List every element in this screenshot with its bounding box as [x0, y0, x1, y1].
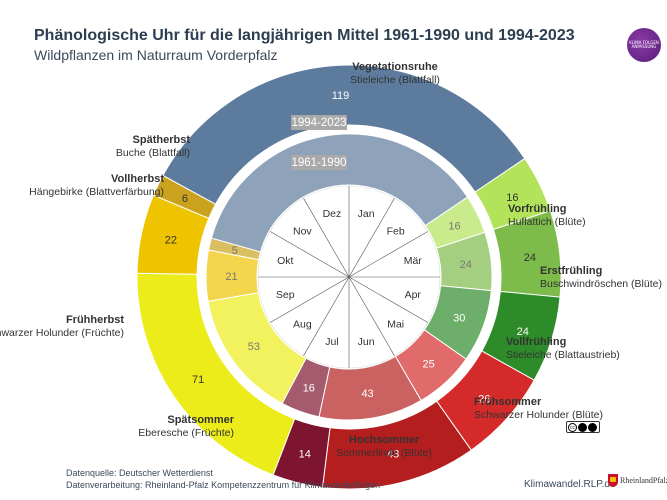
season-indicator-vorfruehling: Huflattich (Blüte) — [508, 216, 586, 228]
season-name-hochsommer: Hochsommer — [349, 434, 420, 446]
klimafolgen-logo-text: KLIMA FOLGEN ANPASSUNG — [629, 39, 659, 49]
season-name-fruehherbst: Frühherbst — [66, 314, 124, 326]
cc-by-circle-2 — [588, 422, 597, 432]
season-indicator-vegetationsruhe: Stieleiche (Blattfall) — [350, 74, 440, 86]
season-indicator-vollfruehling: Stieleiche (Blattaustrieb) — [506, 349, 620, 361]
month-label-nov: Nov — [293, 225, 312, 237]
season-indicator-spaetsommer: Eberesche (Früchte) — [138, 427, 234, 439]
series-label-1961-1990-bg — [291, 155, 347, 170]
season-indicator-fruehherbst: Schwarzer Holunder (Früchte) — [0, 327, 124, 339]
chart-title: Phänologische Uhr für die langjährigen M… — [34, 27, 575, 44]
month-label-jan: Jan — [358, 208, 375, 220]
cc-by-icon: cc — [566, 421, 600, 433]
outer-value-hochsommer: 43 — [387, 449, 399, 461]
month-divider-line — [303, 276, 350, 356]
outer-slice-vegetationsruhe — [162, 64, 526, 205]
inner-value-fruehsommer: 25 — [422, 358, 434, 370]
inner-value-vollfruehling: 30 — [453, 313, 465, 325]
season-indicator-hochsommer: Sommerlinde (Blüte) — [336, 447, 432, 459]
outer-value-spaetherbst: 6 — [182, 193, 188, 205]
inner-slice-vegetationsruhe — [210, 133, 469, 253]
season-indicator-vollherbst: Hängebirke (Blattverfärbung) — [29, 186, 164, 198]
rlp-shield-icon — [608, 474, 618, 487]
outer-value-fruehherbst: 71 — [192, 374, 204, 386]
inner-value-erstfruehling: 24 — [460, 259, 472, 271]
month-label-sep: Sep — [276, 289, 295, 301]
cc-by-circle — [578, 422, 587, 432]
outer-value-vorfruehling: 16 — [506, 192, 518, 204]
inner-value-vorfruehling: 16 — [448, 220, 460, 232]
outer-value-vegetationsruhe: 119 — [332, 90, 350, 102]
season-name-fruehsommer: Frühsommer — [474, 396, 542, 408]
season-name-spaetherbst: Spätherbst — [133, 134, 191, 146]
footer-url-link[interactable]: Klimawandel.RLP.de — [524, 479, 616, 490]
series-label-1961-1990: 1961-1990 — [292, 157, 347, 169]
season-name-vorfruehling: Vorfrühling — [508, 203, 566, 215]
season-name-vollfruehling: Vollfrühling — [506, 336, 566, 348]
season-indicator-fruehsommer: Schwarzer Holunder (Blüte) — [474, 409, 603, 421]
month-label-jul: Jul — [325, 336, 338, 348]
month-divider-line — [348, 198, 395, 278]
season-name-spaetsommer: Spätsommer — [167, 414, 234, 426]
outer-value-fruehsommer: 26 — [478, 394, 490, 406]
cc-circle: cc — [568, 422, 577, 432]
inner-value-spaetherbst: 5 — [232, 245, 238, 257]
series-label-1994-2023: 1994-2023 — [292, 117, 347, 129]
chart-subtitle: Wildpflanzen im Naturraum Vorderpfalz — [34, 47, 278, 63]
season-name-erstfruehling: Erstfrühling — [540, 265, 602, 277]
inner-value-spaetsommer: 16 — [303, 382, 315, 394]
month-label-maer: Mär — [404, 255, 423, 267]
month-label-dez: Dez — [323, 208, 342, 220]
month-divider-line — [303, 198, 350, 278]
month-label-aug: Aug — [293, 319, 312, 331]
inner-value-fruehherbst: 53 — [248, 341, 260, 353]
season-indicator-spaetherbst: Buche (Blattfall) — [116, 147, 190, 159]
series-label-1994-2023-bg — [291, 115, 347, 130]
month-divider-line — [348, 276, 395, 356]
season-indicator-erstfruehling: Buschwindröschen (Blüte) — [540, 278, 662, 290]
month-label-jun: Jun — [358, 336, 375, 348]
outer-value-spaetsommer: 14 — [299, 449, 311, 461]
outer-value-vollherbst: 22 — [165, 235, 177, 247]
month-label-apr: Apr — [405, 289, 422, 301]
outer-value-vollfruehling: 24 — [517, 326, 529, 338]
month-label-feb: Feb — [387, 225, 405, 237]
inner-value-vollherbst: 21 — [225, 271, 237, 283]
footer-source: Datenquelle: Deutscher Wetterdienst — [66, 468, 213, 478]
rlp-logo-text: RheinlandPfalz — [620, 476, 667, 485]
footer-processing: Datenverarbeitung: Rheinland-Pfalz Kompe… — [66, 480, 381, 490]
month-label-okt: Okt — [277, 255, 293, 267]
outer-value-erstfruehling: 24 — [524, 252, 536, 264]
season-name-vegetationsruhe: Vegetationsruhe — [352, 61, 438, 73]
rlp-logo: RheinlandPfalz — [608, 474, 667, 487]
month-divider-line — [348, 231, 428, 278]
month-divider-line — [270, 276, 350, 323]
klimafolgen-logo-icon: KLIMA FOLGEN ANPASSUNG — [627, 28, 661, 62]
month-label-mai: Mai — [387, 319, 404, 331]
month-divider-line — [348, 276, 428, 323]
month-divider-line — [270, 231, 350, 278]
inner-value-hochsommer: 43 — [361, 388, 373, 400]
season-name-vollherbst: Vollherbst — [111, 173, 164, 185]
